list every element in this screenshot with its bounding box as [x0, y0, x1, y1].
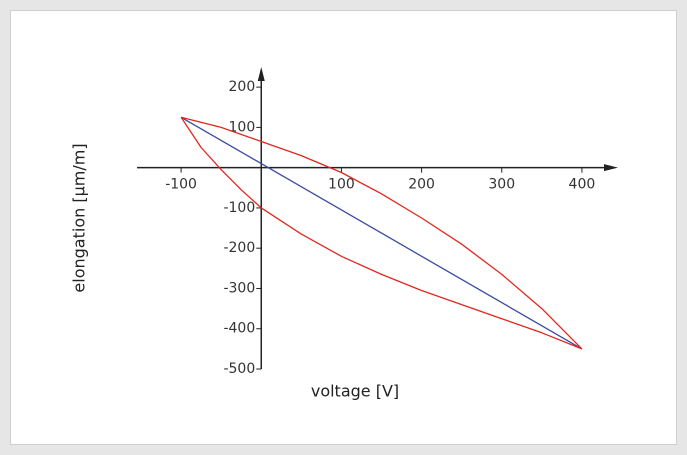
- x-tick-label: 100: [328, 177, 355, 193]
- y-axis-arrow: [257, 67, 265, 81]
- y-tick-label: -100: [223, 200, 255, 216]
- y-tick-label: -400: [223, 321, 255, 337]
- y-tick-label: -300: [223, 280, 255, 296]
- x-tick-label: 400: [569, 177, 596, 193]
- x-tick-label: 200: [408, 177, 435, 193]
- curve: [180, 116, 583, 350]
- y-axis-title: elongation [µm/m]: [70, 143, 89, 292]
- y-tick-label: 100: [229, 119, 256, 135]
- x-tick-label: -100: [165, 177, 197, 193]
- curve: [180, 116, 583, 350]
- curve: [180, 116, 583, 350]
- x-axis-title: voltage [V]: [311, 382, 399, 401]
- panel: [10, 10, 677, 445]
- y-tick-label: -200: [223, 240, 255, 256]
- x-axis-arrow: [604, 164, 618, 172]
- x-tick-label: 300: [488, 177, 515, 193]
- y-tick-label: 200: [229, 79, 256, 95]
- y-tick-label: -500: [223, 361, 255, 377]
